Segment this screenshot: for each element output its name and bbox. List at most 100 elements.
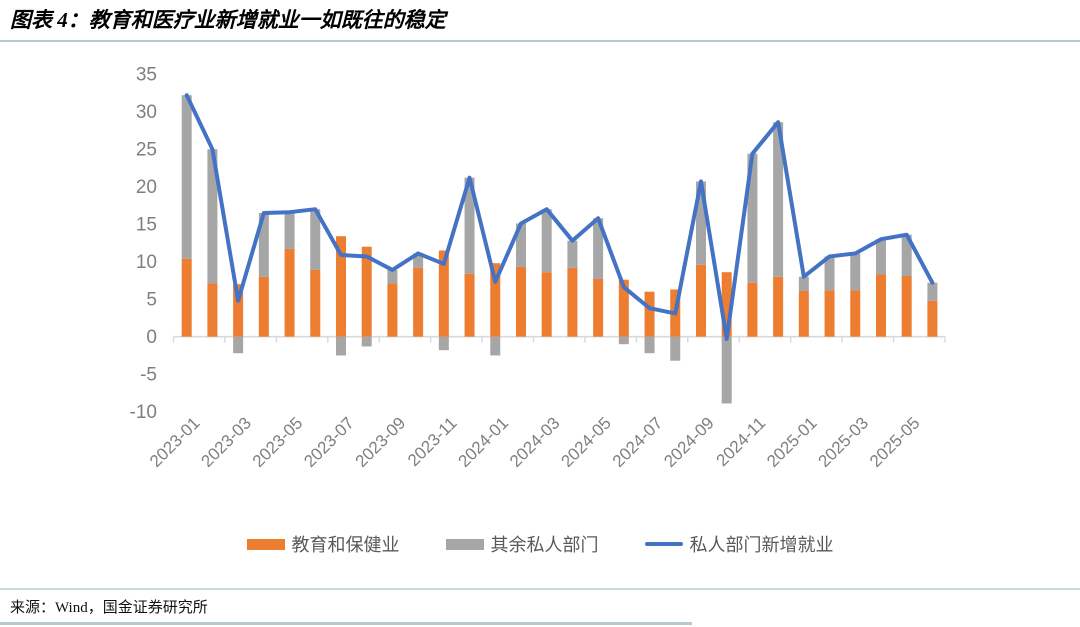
bar-education-health — [644, 291, 655, 337]
footer-separator-line — [0, 588, 1080, 590]
bar-other-private — [258, 212, 269, 277]
y-axis-tick-label: 35 — [136, 65, 157, 86]
y-axis-tick-label: 15 — [136, 215, 157, 236]
bar-other-private — [618, 336, 629, 345]
bar-education-health — [773, 276, 784, 337]
bar-other-private — [207, 149, 218, 284]
bottom-border-line — [0, 622, 692, 625]
x-axis-tick-label: 2023-11 — [404, 413, 461, 470]
bar-other-private — [850, 253, 861, 291]
bar-other-private — [747, 153, 758, 283]
title-separator-line — [0, 40, 1080, 42]
bar-education-health — [310, 269, 321, 337]
x-axis-tick-label: 2025-01 — [763, 413, 821, 471]
bar-education-health — [721, 272, 732, 337]
bar-other-private — [310, 209, 321, 270]
x-axis-tick-label: 2023-05 — [249, 413, 307, 471]
bar-education-health — [567, 267, 578, 337]
private-total-line-swatch-icon — [644, 542, 683, 546]
legend-item-education-health: 教育和保健业 — [246, 531, 400, 557]
bar-education-health — [618, 279, 629, 337]
bar-education-health — [438, 250, 449, 337]
bar-other-private — [181, 95, 192, 259]
bar-education-health — [464, 273, 475, 337]
y-axis-tick-label: -5 — [140, 365, 157, 386]
bar-education-health — [798, 290, 809, 337]
bar-other-private — [773, 122, 784, 277]
bar-other-private — [721, 336, 732, 404]
bar-other-private — [875, 239, 886, 275]
bar-education-health — [258, 276, 269, 337]
source-note: 来源：Wind，国金证券研究所 — [10, 600, 208, 616]
y-axis-tick-label: 20 — [136, 177, 157, 198]
y-axis-tick-label: 10 — [136, 252, 157, 273]
y-axis-tick-label: -10 — [130, 402, 157, 423]
bar-education-health — [361, 246, 372, 337]
x-axis-tick-label: 2024-03 — [506, 413, 564, 471]
legend-label-other-private: 其余私人部门 — [490, 535, 599, 555]
chart-legend: 教育和保健业 其余私人部门 私人部门新增就业 — [0, 531, 1080, 557]
bar-other-private — [798, 276, 809, 291]
x-axis-tick-label: 2023-07 — [300, 413, 358, 471]
employment-stacked-bar-line-chart: 35302520151050-5-102023-012023-032023-05… — [130, 65, 946, 471]
y-axis-tick-label: 30 — [136, 102, 157, 123]
bar-education-health — [233, 284, 244, 337]
bar-education-health — [875, 274, 886, 337]
bar-education-health — [387, 283, 398, 337]
bar-other-private — [541, 209, 552, 273]
bar-education-health — [850, 290, 861, 337]
other-private-swatch-icon — [445, 538, 484, 550]
bar-other-private — [593, 218, 604, 279]
y-axis-tick-label: 0 — [146, 327, 157, 348]
y-axis-tick-label: 25 — [136, 140, 157, 161]
bar-other-private — [361, 336, 372, 347]
bar-education-health — [593, 278, 604, 337]
legend-item-private-total: 私人部门新增就业 — [644, 531, 834, 557]
bar-education-health — [284, 248, 295, 337]
x-axis-tick-label: 2024-11 — [713, 413, 770, 470]
bar-education-health — [335, 236, 346, 337]
bar-education-health — [181, 258, 192, 337]
x-axis-tick-label: 2024-09 — [660, 413, 718, 471]
bar-other-private — [567, 240, 578, 268]
bar-other-private — [515, 223, 526, 267]
bar-other-private — [670, 336, 681, 361]
bar-other-private — [335, 336, 346, 356]
bar-other-private — [927, 282, 938, 301]
bar-education-health — [824, 290, 835, 337]
legend-item-other-private: 其余私人部门 — [445, 531, 599, 557]
bar-other-private — [901, 234, 912, 276]
bar-education-health — [413, 267, 424, 337]
bar-other-private — [413, 253, 424, 268]
private-payrolls-line — [184, 93, 935, 341]
bar-other-private — [695, 181, 706, 265]
bar-other-private — [644, 336, 655, 354]
x-axis-tick-label: 2023-03 — [197, 413, 255, 471]
bar-education-health — [207, 283, 218, 337]
legend-label-private-total: 私人部门新增就业 — [689, 535, 834, 555]
x-axis-tick-label: 2024-07 — [609, 413, 667, 471]
bar-other-private — [438, 336, 449, 351]
education-health-swatch-icon — [246, 538, 285, 550]
x-axis-tick-label: 2025-05 — [866, 413, 924, 471]
legend-label-education-health: 教育和保健业 — [291, 535, 400, 555]
bar-other-private — [387, 269, 398, 284]
x-axis-tick-label: 2024-01 — [455, 413, 513, 471]
x-axis-tick-label: 2025-03 — [815, 413, 873, 471]
bar-education-health — [901, 275, 912, 337]
bar-education-health — [695, 264, 706, 337]
y-axis-tick-label: 5 — [146, 290, 157, 311]
bar-other-private — [490, 336, 501, 356]
bar-education-health — [490, 263, 501, 337]
bar-other-private — [284, 212, 295, 249]
bar-education-health — [927, 300, 938, 337]
x-axis-tick-label: 2024-05 — [557, 413, 615, 471]
bar-other-private — [824, 256, 835, 291]
bar-other-private — [464, 177, 475, 274]
bar-education-health — [515, 266, 526, 337]
bar-other-private — [233, 336, 244, 354]
figure-title: 图表 4：教育和医疗业新增就业一如既往的稳定 — [10, 8, 446, 32]
bar-education-health — [541, 272, 552, 337]
bar-education-health — [747, 282, 758, 337]
